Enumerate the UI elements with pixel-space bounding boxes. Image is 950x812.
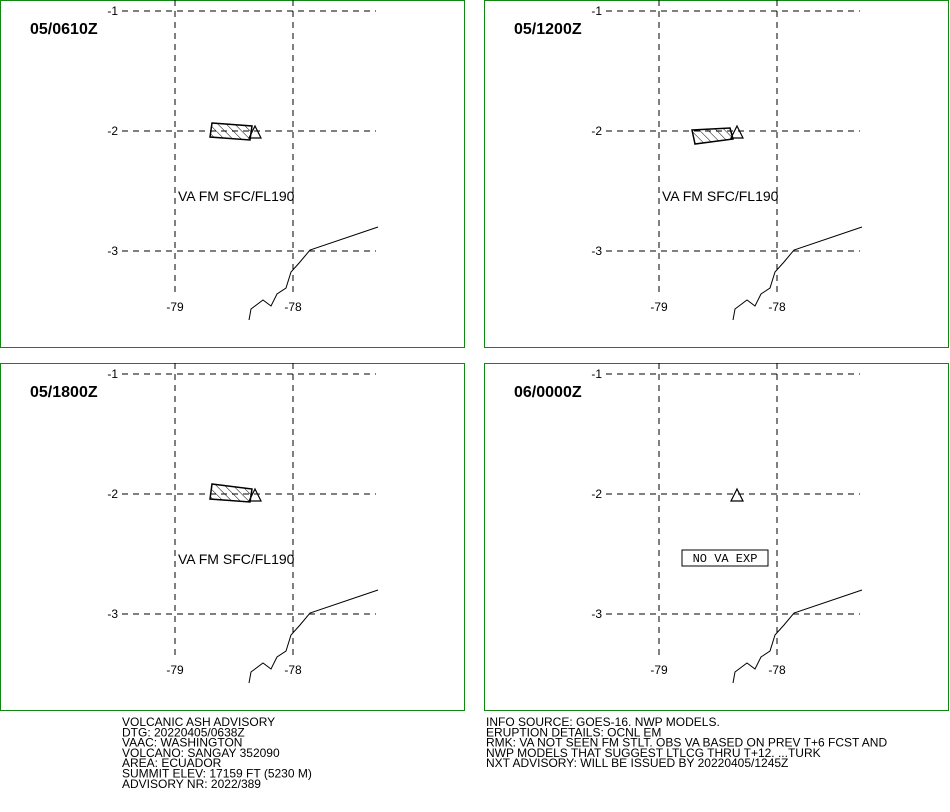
advisory-line: VOLCANIC ASH ADVISORY — [122, 715, 275, 729]
volcano — [248, 487, 262, 502]
advisory-line: NXT ADVISORY: WILL BE ISSUED BY 20220405… — [486, 756, 788, 770]
panel-border — [0, 0, 465, 348]
advisory-line: VAAC: WASHINGTON — [122, 736, 242, 750]
panel-border — [484, 0, 949, 348]
coastline — [248, 589, 379, 684]
lon-label: -78 — [768, 663, 786, 677]
lat-label: -2 — [591, 124, 602, 138]
lat-label: -1 — [107, 367, 118, 381]
lon-label: -79 — [650, 663, 668, 677]
map-panel: -1 -2 -3 -79 -78 05/1200Z VA FM SFC/FL190 — [484, 0, 949, 348]
lon-label: -79 — [166, 663, 184, 677]
advisory-line: ADVISORY NR: 2022/389 — [122, 777, 261, 791]
ash-label: VA FM SFC/FL190 — [662, 188, 779, 204]
valid-time: 05/1200Z — [514, 21, 582, 38]
valid-time: 05/1800Z — [30, 384, 98, 401]
lat-label: -2 — [591, 487, 602, 501]
lon-label: -78 — [284, 663, 302, 677]
lon-label: -78 — [284, 300, 302, 314]
ash-label: VA FM SFC/FL190 — [178, 188, 295, 204]
lat-label: -3 — [107, 607, 118, 621]
coastline — [732, 589, 863, 684]
map-panel: -1 -2 -3 -79 -78 05/0610Z VA FM SFC/FL190 — [0, 0, 465, 348]
lat-label: -1 — [107, 4, 118, 18]
lat-label: -1 — [591, 4, 602, 18]
map-panel: -1 -2 -3 -79 -78 05/1800Z VA FM SFC/FL190 — [0, 363, 465, 711]
ash-area — [691, 127, 734, 145]
advisory-line: ERUPTION DETAILS: OCNL EM — [486, 725, 661, 739]
ash-area — [209, 483, 253, 503]
ash-label: VA FM SFC/FL190 — [178, 551, 295, 567]
valid-time: 05/0610Z — [30, 21, 98, 38]
lat-label: -3 — [591, 607, 602, 621]
label-box — [681, 549, 769, 567]
valid-time: 06/0000Z — [514, 384, 582, 401]
advisory-line: AREA: ECUADOR — [122, 756, 222, 770]
lon-label: -79 — [650, 300, 668, 314]
coastline — [732, 226, 863, 321]
volcano — [730, 124, 744, 139]
ash-label: NO VA EXP — [693, 552, 758, 566]
advisory-line: VOLCANO: SANGAY 352090 — [122, 746, 280, 760]
volcano — [730, 487, 744, 502]
advisory-line: DTG: 20220405/0638Z — [122, 725, 245, 739]
panel-border — [0, 363, 465, 711]
lat-label: -2 — [107, 124, 118, 138]
lat-label: -3 — [107, 244, 118, 258]
coastline — [248, 226, 379, 321]
advisory-line: RMK: VA NOT SEEN FM STLT. OBS VA BASED O… — [486, 736, 887, 750]
advisory-line: NWP MODELS THAT SUGGEST LTLCG THRU T+12.… — [486, 746, 821, 760]
panel-border — [484, 363, 949, 711]
lat-label: -3 — [591, 244, 602, 258]
ash-area — [209, 122, 253, 141]
lon-label: -79 — [166, 300, 184, 314]
lat-label: -2 — [107, 487, 118, 501]
map-panel: -1 -2 -3 -79 -78 06/0000Z NO VA EXP — [484, 363, 949, 711]
lon-label: -78 — [768, 300, 786, 314]
advisory-line: SUMMIT ELEV: 17159 FT (5230 M) — [122, 767, 312, 781]
advisory-line: INFO SOURCE: GOES-16. NWP MODELS. — [486, 715, 720, 729]
volcano — [248, 124, 262, 139]
lat-label: -1 — [591, 367, 602, 381]
